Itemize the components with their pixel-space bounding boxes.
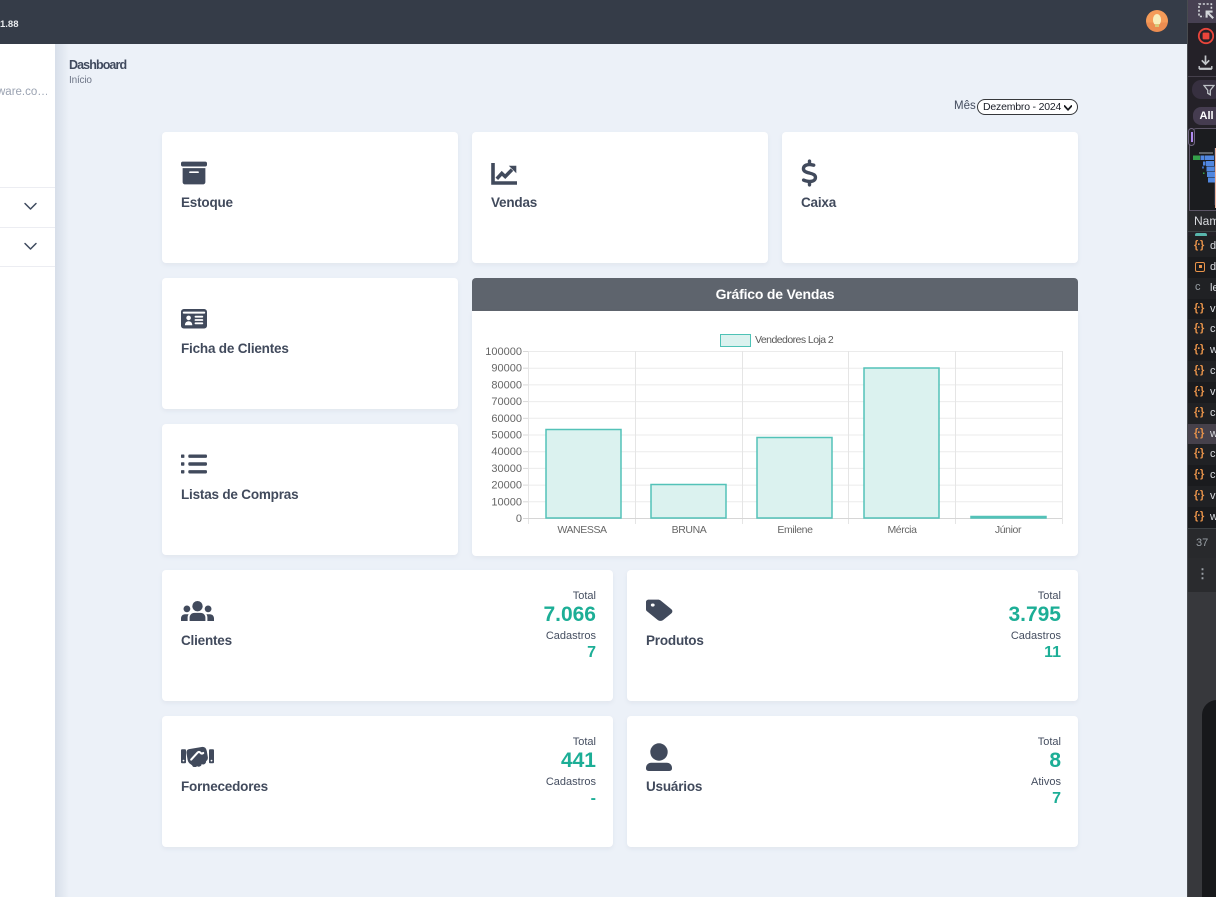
svg-text:30000: 30000 bbox=[491, 463, 522, 475]
svg-text:10000: 10000 bbox=[491, 496, 522, 508]
svg-text:100000: 100000 bbox=[485, 346, 522, 358]
svg-text:60000: 60000 bbox=[491, 413, 522, 425]
svg-text:0: 0 bbox=[516, 513, 522, 525]
svg-text:20000: 20000 bbox=[491, 480, 522, 492]
svg-text:BRUNA: BRUNA bbox=[672, 524, 707, 536]
svg-text:80000: 80000 bbox=[491, 379, 522, 391]
svg-text:WANESSA: WANESSA bbox=[557, 524, 607, 536]
svg-text:Mércia: Mércia bbox=[887, 524, 917, 536]
svg-text:50000: 50000 bbox=[491, 430, 522, 442]
svg-text:40000: 40000 bbox=[491, 446, 522, 458]
svg-text:90000: 90000 bbox=[491, 363, 522, 375]
svg-text:70000: 70000 bbox=[491, 396, 522, 408]
svg-text:Vendedores Loja 2: Vendedores Loja 2 bbox=[755, 334, 834, 346]
svg-text:Emilene: Emilene bbox=[777, 524, 813, 536]
svg-text:Júnior: Júnior bbox=[995, 524, 1022, 536]
